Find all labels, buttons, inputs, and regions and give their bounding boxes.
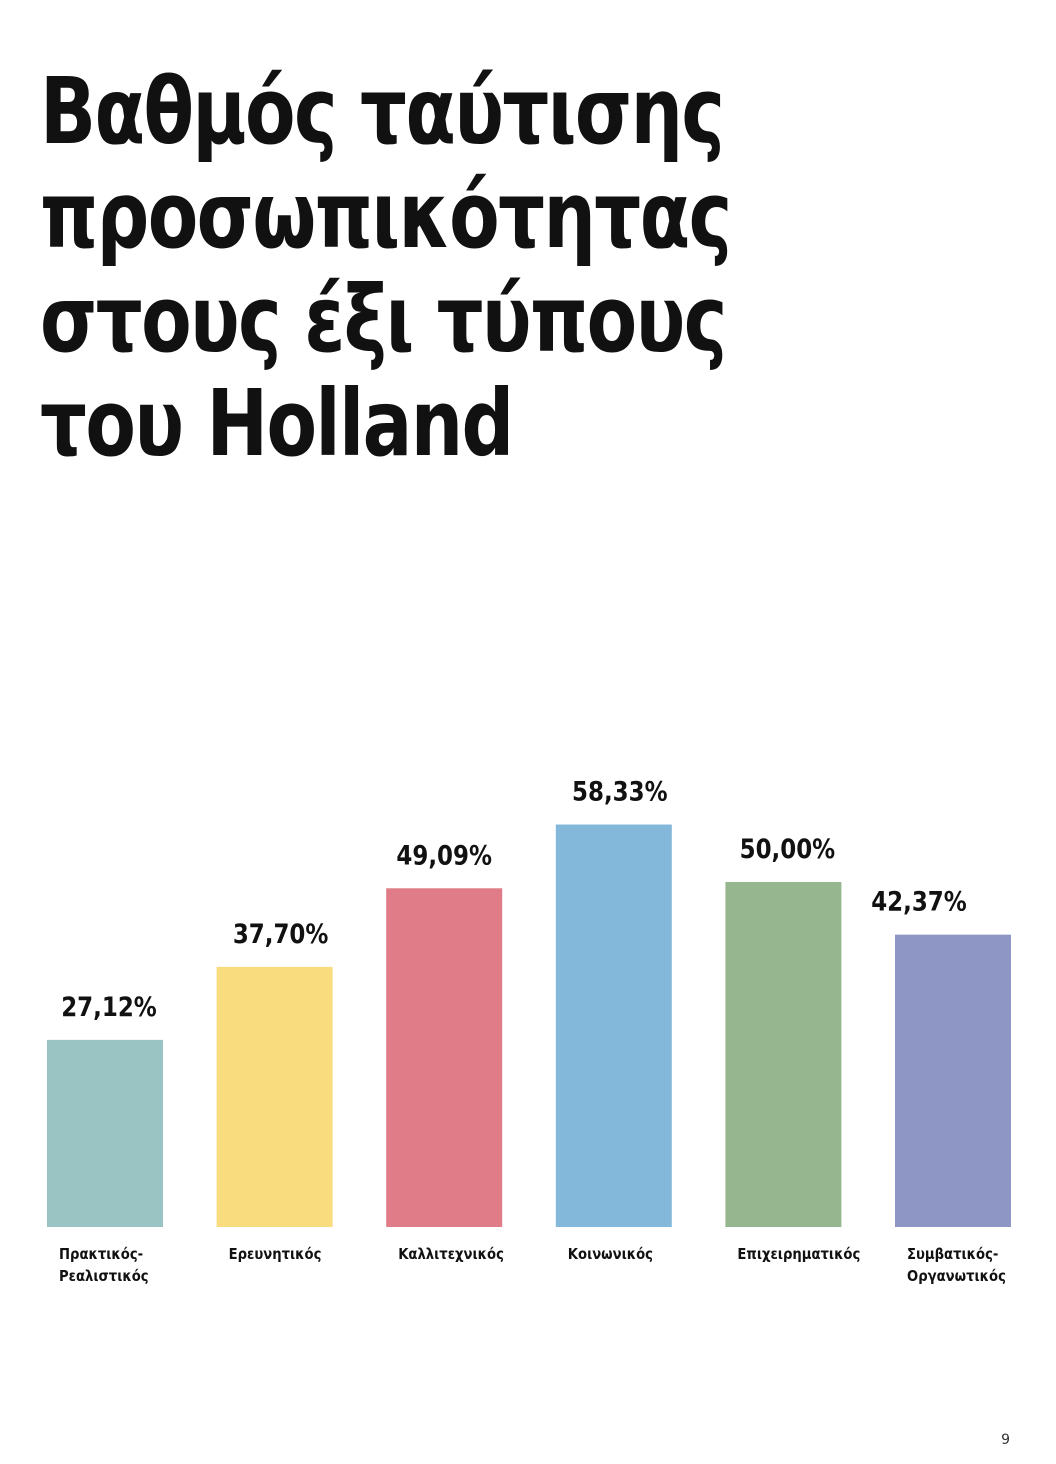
- title-line-1: Βαθμός ταύτισης: [40, 58, 725, 165]
- title-line-4: του Holland: [40, 370, 514, 477]
- category-label-4-line-1: Κοινωνικός: [568, 1246, 653, 1263]
- bar-5: [725, 882, 842, 1227]
- title-line-3: στους έξι τύπους: [40, 266, 727, 373]
- value-label-5: 50,00%: [740, 833, 836, 864]
- category-label-3-line-1: Καλλιτεχνικός: [398, 1246, 504, 1263]
- category-label-5-line-1: Επιχειρηματικός: [737, 1246, 860, 1263]
- category-label-1-line-2: Ρεαλιστικός: [59, 1268, 149, 1285]
- category-label-6-line-1: Συμβατικός-: [907, 1246, 998, 1263]
- value-label-4: 58,33%: [572, 776, 668, 807]
- value-label-2: 37,70%: [233, 918, 329, 949]
- bar-6: [895, 934, 1011, 1227]
- bar-3: [386, 888, 503, 1227]
- category-label-2-line-1: Ερευνητικός: [229, 1246, 322, 1263]
- category-label-6-line-2: Οργανωτικός: [907, 1268, 1006, 1285]
- value-label-6: 42,37%: [871, 886, 967, 917]
- bar-4: [555, 824, 672, 1227]
- bar-chart: 27,12% Πρακτικός- Ρεαλιστικός 37,70% Ερευνητ…: [47, 776, 1011, 1285]
- title-line-2: προσωπικότητας: [40, 162, 732, 269]
- bar-2: [216, 966, 333, 1227]
- category-label-1-line-1: Πρακτικός-: [59, 1246, 143, 1263]
- page-title: Βαθμός ταύτισης προσωπικότητας στους έξι…: [40, 60, 860, 476]
- value-label-3: 49,09%: [396, 839, 492, 870]
- value-label-1: 27,12%: [61, 991, 157, 1022]
- bar-1: [47, 1039, 163, 1227]
- page-number: 9: [1001, 1432, 1010, 1448]
